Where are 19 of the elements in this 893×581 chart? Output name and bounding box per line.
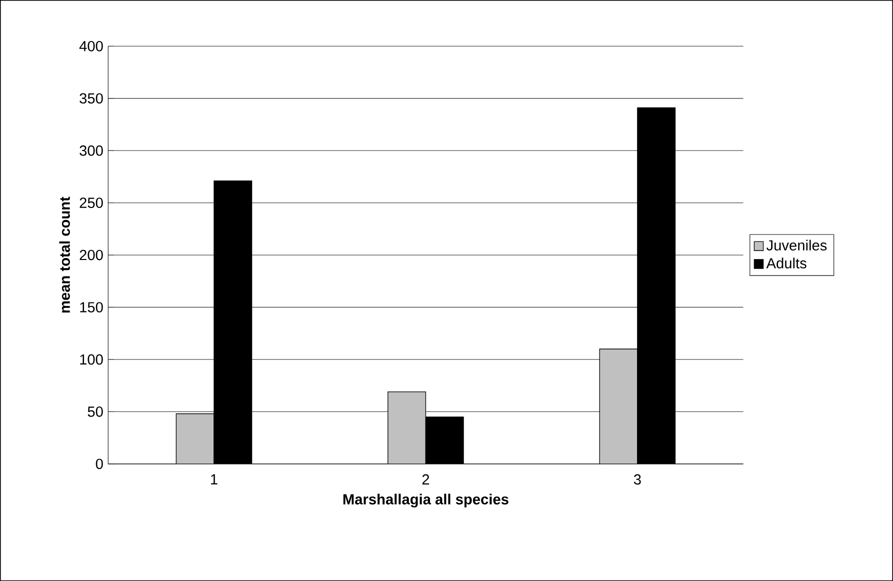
y-tick-label: 100 xyxy=(80,354,103,365)
y-tick-label: 50 xyxy=(88,406,103,417)
bar xyxy=(388,391,426,464)
y-tick-label: 0 xyxy=(96,458,103,470)
x-tick-label: 1 xyxy=(211,474,218,484)
y-tick-label: 300 xyxy=(80,145,103,156)
y-axis-title: mean total count xyxy=(59,196,70,312)
y-tick-label: 350 xyxy=(80,93,103,104)
y-tick-label: 150 xyxy=(80,302,103,312)
x-tick-label: 2 xyxy=(422,474,430,484)
bar xyxy=(599,348,638,464)
x-tick-label: 3 xyxy=(634,474,641,485)
bar xyxy=(176,413,214,464)
y-tick-label: 400 xyxy=(79,40,103,52)
legend-label: Juveniles xyxy=(766,240,827,250)
y-tick-label: 250 xyxy=(80,198,103,208)
x-axis-title: Marshallagia all species xyxy=(343,494,508,508)
y-tick-label: 200 xyxy=(80,250,103,260)
legend-label: Adults xyxy=(766,258,806,268)
